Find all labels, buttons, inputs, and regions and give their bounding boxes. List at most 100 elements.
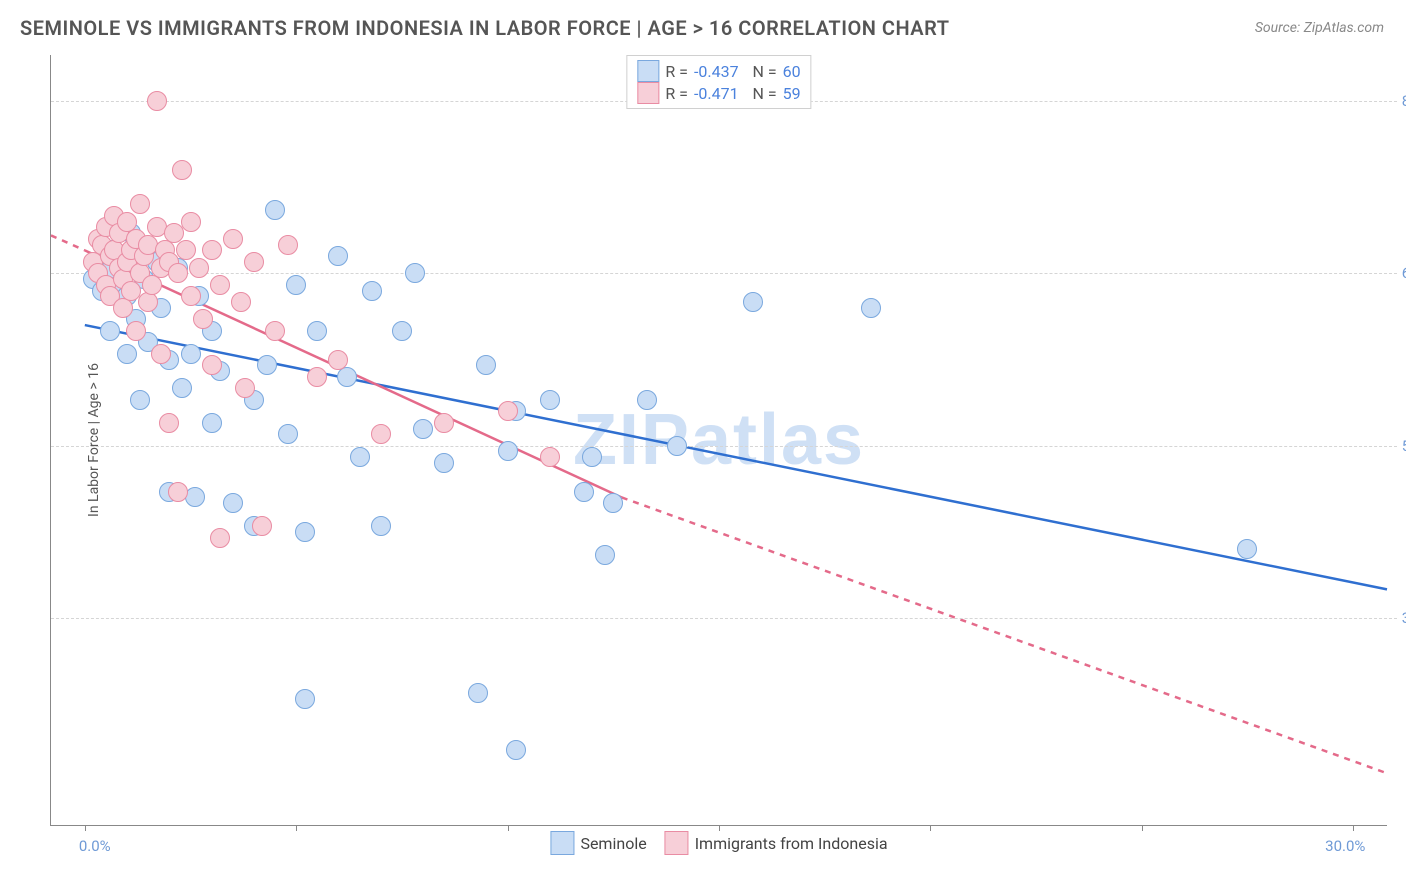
- trend-line: [85, 325, 1387, 589]
- y-tick-label: 65.0%: [1402, 264, 1406, 282]
- scatter-point: [603, 493, 623, 513]
- scatter-point: [506, 740, 526, 760]
- scatter-point: [295, 689, 315, 709]
- scatter-point: [189, 258, 209, 278]
- legend-swatch: [550, 831, 574, 855]
- legend-n-value: 59: [783, 84, 801, 103]
- correlation-legend: R = -0.437 N = 60R = -0.471 N = 59: [626, 55, 811, 109]
- scatter-point: [265, 321, 285, 341]
- y-axis-title: In Labor Force | Age > 16: [86, 363, 102, 517]
- scatter-point: [405, 263, 425, 283]
- scatter-point: [252, 516, 272, 536]
- scatter-point: [468, 683, 488, 703]
- scatter-point: [861, 298, 881, 318]
- scatter-point: [130, 390, 150, 410]
- scatter-point: [498, 441, 518, 461]
- scatter-point: [286, 275, 306, 295]
- source-attribution: Source: ZipAtlas.com: [1255, 20, 1384, 36]
- scatter-point: [172, 378, 192, 398]
- scatter-point: [434, 453, 454, 473]
- scatter-point: [595, 545, 615, 565]
- scatter-point: [210, 528, 230, 548]
- x-tick: [1353, 825, 1354, 831]
- scatter-point: [1237, 539, 1257, 559]
- scatter-point: [181, 344, 201, 364]
- legend-r-value: -0.471: [694, 84, 739, 103]
- x-tick: [1142, 825, 1143, 831]
- scatter-point: [168, 482, 188, 502]
- series-legend-item: Seminole: [550, 831, 646, 855]
- scatter-point: [202, 413, 222, 433]
- scatter-point: [181, 212, 201, 232]
- series-legend: Seminole Immigrants from Indonesia: [550, 831, 887, 855]
- y-tick-label: 50.0%: [1402, 437, 1406, 455]
- y-tick-label: 80.0%: [1402, 92, 1406, 110]
- legend-swatch: [637, 82, 659, 104]
- scatter-point: [350, 447, 370, 467]
- scatter-point: [126, 321, 146, 341]
- scatter-point: [498, 401, 518, 421]
- legend-n-label: N =: [745, 62, 777, 81]
- scatter-point: [582, 447, 602, 467]
- scatter-point: [142, 275, 162, 295]
- legend-n-value: 60: [783, 62, 801, 81]
- trend-line: [622, 497, 1387, 773]
- scatter-point: [202, 240, 222, 260]
- scatter-point: [371, 516, 391, 536]
- scatter-point: [743, 292, 763, 312]
- scatter-point: [231, 292, 251, 312]
- scatter-point: [667, 436, 687, 456]
- scatter-point: [235, 378, 255, 398]
- scatter-point: [307, 367, 327, 387]
- scatter-point: [265, 200, 285, 220]
- scatter-point: [307, 321, 327, 341]
- scatter-point: [113, 298, 133, 318]
- series-name: Immigrants from Indonesia: [695, 834, 888, 853]
- legend-swatch: [637, 60, 659, 82]
- scatter-point: [130, 194, 150, 214]
- scatter-point: [476, 355, 496, 375]
- gridline: [51, 446, 1397, 447]
- scatter-point: [278, 235, 298, 255]
- scatter-point: [392, 321, 412, 341]
- scatter-point: [168, 263, 188, 283]
- scatter-point: [172, 160, 192, 180]
- scatter-point: [540, 447, 560, 467]
- scatter-point: [434, 413, 454, 433]
- scatter-point: [278, 424, 298, 444]
- scatter-point: [202, 355, 222, 375]
- gridline: [51, 273, 1397, 274]
- legend-r-value: -0.437: [694, 62, 739, 81]
- scatter-point: [337, 367, 357, 387]
- scatter-point: [328, 350, 348, 370]
- legend-r-label: R =: [665, 62, 688, 81]
- scatter-point: [637, 390, 657, 410]
- gridline: [51, 618, 1397, 619]
- x-tick: [508, 825, 509, 831]
- x-tick-label: 0.0%: [79, 837, 111, 855]
- scatter-point: [151, 344, 171, 364]
- x-tick: [930, 825, 931, 831]
- legend-r-label: R =: [665, 84, 688, 103]
- x-tick: [85, 825, 86, 831]
- chart-title: SEMINOLE VS IMMIGRANTS FROM INDONESIA IN…: [20, 16, 950, 40]
- series-name: Seminole: [580, 834, 646, 853]
- x-tick-label: 30.0%: [1325, 837, 1365, 855]
- scatter-point: [117, 344, 137, 364]
- scatter-point: [100, 321, 120, 341]
- legend-n-label: N =: [745, 84, 777, 103]
- scatter-point: [210, 275, 230, 295]
- scatter-point: [295, 522, 315, 542]
- scatter-point: [413, 419, 433, 439]
- scatter-point: [371, 424, 391, 444]
- y-tick-label: 35.0%: [1402, 609, 1406, 627]
- scatter-point: [362, 281, 382, 301]
- trend-line: [51, 235, 85, 250]
- scatter-point: [574, 482, 594, 502]
- legend-row: R = -0.471 N = 59: [637, 82, 800, 104]
- chart-container: SEMINOLE VS IMMIGRANTS FROM INDONESIA IN…: [0, 0, 1406, 892]
- scatter-point: [147, 91, 167, 111]
- scatter-point: [193, 309, 213, 329]
- scatter-point: [176, 240, 196, 260]
- scatter-point: [159, 413, 179, 433]
